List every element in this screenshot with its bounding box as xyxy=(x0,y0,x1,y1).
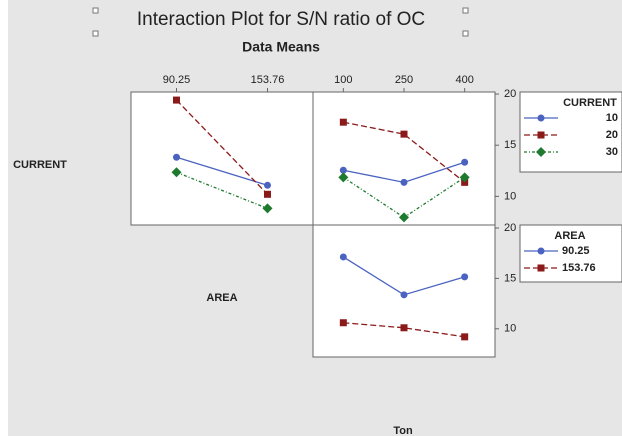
legend-title: AREA xyxy=(554,230,585,242)
marker xyxy=(400,324,408,332)
legend-marker xyxy=(537,247,545,255)
series-line xyxy=(176,156,268,186)
marker xyxy=(461,178,469,186)
y-tick-label: 20 xyxy=(504,88,516,100)
handle xyxy=(92,7,99,14)
y-tick-label: 15 xyxy=(504,139,516,151)
legend-box xyxy=(519,91,622,173)
series-line xyxy=(343,121,466,183)
x-tick-label: 250 xyxy=(395,74,413,86)
x-tick-label: 100 xyxy=(334,74,352,86)
series-line xyxy=(176,99,268,195)
marker xyxy=(400,178,408,186)
marker xyxy=(339,319,347,327)
marker xyxy=(339,166,347,174)
legend-label: 20 xyxy=(606,129,618,141)
handle xyxy=(92,30,99,37)
legend-label: 30 xyxy=(606,146,618,158)
chart-subtitle: Data Means xyxy=(242,39,320,55)
x-tick-label: 153.76 xyxy=(251,74,285,86)
y-tick-label: 20 xyxy=(504,222,516,234)
chart-title: Interaction Plot for S/N ratio of OC xyxy=(137,9,425,30)
panel xyxy=(130,91,314,226)
legend-label: 153.76 xyxy=(562,262,596,274)
marker xyxy=(400,130,408,138)
series-line xyxy=(343,322,465,338)
marker xyxy=(264,190,271,198)
margin xyxy=(0,0,8,436)
legend-marker xyxy=(536,147,546,157)
panel xyxy=(312,91,496,226)
marker xyxy=(173,96,180,104)
handle xyxy=(462,30,469,37)
marker xyxy=(459,172,470,183)
marker xyxy=(461,273,469,281)
marker xyxy=(400,291,408,299)
handle xyxy=(462,7,469,14)
marker xyxy=(399,212,409,223)
marker xyxy=(461,333,469,341)
legend-title: CURRENT xyxy=(563,97,617,109)
marker xyxy=(264,181,271,189)
x-tick-label: 90.25 xyxy=(163,74,191,86)
legend-marker xyxy=(537,131,545,139)
y-tick-label: 15 xyxy=(504,272,516,284)
marker xyxy=(338,172,349,183)
series-line xyxy=(176,171,268,210)
marker xyxy=(339,118,347,126)
legend-marker xyxy=(537,114,545,122)
marker xyxy=(339,253,347,261)
x-tick-label: 400 xyxy=(455,74,473,86)
marker xyxy=(461,158,469,166)
factor-label: Ton xyxy=(393,425,413,436)
factor-label: AREA xyxy=(206,292,237,304)
legend-marker xyxy=(537,264,545,272)
marker xyxy=(173,153,180,161)
factor-label: CURRENT xyxy=(13,159,67,171)
marker xyxy=(171,167,182,178)
legend-label: 10 xyxy=(606,112,618,124)
legend-box xyxy=(519,224,622,283)
y-tick-label: 10 xyxy=(504,323,516,335)
y-tick-label: 10 xyxy=(504,190,516,202)
marker xyxy=(262,203,273,214)
legend-label: 90.25 xyxy=(562,245,590,257)
